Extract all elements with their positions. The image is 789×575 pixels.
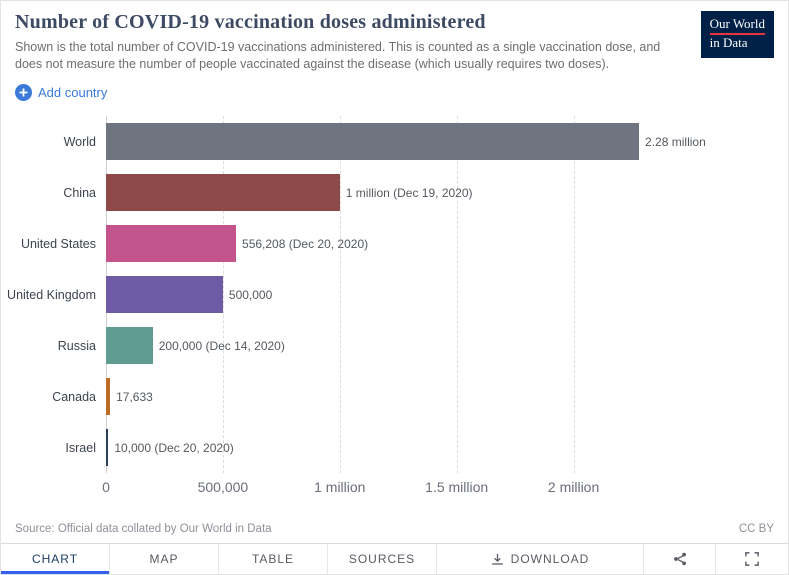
gridline [222,116,224,473]
country-label: United Kingdom [7,287,96,302]
chart-row: Canada 17,633 [1,371,788,422]
bar[interactable] [106,276,223,313]
tab-map[interactable]: MAP [110,544,219,574]
plus-circle-icon [15,84,32,101]
owid-logo: Our World in Data [700,11,774,58]
x-tick-label: 1 million [314,479,366,495]
chart-footer: Source: Official data collated by Our Wo… [1,519,788,543]
chart-row: Israel 10,000 (Dec 20, 2020) [1,422,788,473]
chart-rows: World 2.28 million China 1 million (Dec 19,… [1,116,788,473]
bar[interactable] [106,327,153,364]
bar[interactable] [106,174,340,211]
tab-table[interactable]: TABLE [219,544,328,574]
tab-table-label: TABLE [251,552,295,566]
x-axis: 0 500,000 1 million 1.5 million 2 million [102,473,784,499]
tab-map-label: MAP [149,552,179,566]
value-label: 17,633 [116,389,153,404]
bar-track: 556,208 (Dec 20, 2020) [106,225,788,262]
fullscreen-button[interactable] [716,544,788,574]
value-label: 10,000 (Dec 20, 2020) [114,440,234,455]
bar-track: 17,633 [106,378,788,415]
bar[interactable] [106,429,109,466]
chart-header: Number of COVID-19 vaccination doses adm… [1,1,788,72]
bar-track: 2.28 million [106,123,788,160]
value-label: 500,000 [228,287,273,302]
bar-track: 10,000 (Dec 20, 2020) [106,429,788,466]
chart-row: United Kingdom 500,000 [1,269,788,320]
owid-logo-line2: in Data [709,35,748,51]
country-label: Israel [65,440,96,455]
x-tick-label: 0 [102,479,110,495]
x-tick-label: 500,000 [197,479,249,495]
country-label: Russia [57,338,96,353]
bar-track: 200,000 (Dec 14, 2020) [106,327,788,364]
bar-track: 1 million (Dec 19, 2020) [106,174,788,211]
tab-download-label: DOWNLOAD [510,552,590,566]
chart-row: Russia 200,000 (Dec 14, 2020) [1,320,788,371]
share-icon [673,552,686,566]
fullscreen-icon [745,552,759,566]
x-tick-label: 1.5 million [425,479,489,495]
tab-sources-label: SOURCES [348,552,416,566]
chart-title: Number of COVID-19 vaccination doses adm… [15,11,486,33]
add-country-button[interactable]: Add country [15,84,107,101]
bar-track: 500,000 [106,276,788,313]
chart-row: World 2.28 million [1,116,788,167]
tab-sources[interactable]: SOURCES [328,544,437,574]
country-label: Canada [52,389,96,404]
bar[interactable] [106,378,111,415]
country-label: World [63,134,96,149]
gridline [456,116,458,473]
country-label: China [63,185,96,200]
source-note: Source: Official data collated by Our Wo… [15,523,272,535]
value-label: 200,000 (Dec 14, 2020) [158,338,285,353]
download-icon [491,553,503,565]
value-label: 2.28 million [645,134,706,149]
license-label[interactable]: CC BY [738,523,774,535]
header-text: Number of COVID-19 vaccination doses adm… [15,11,687,72]
gridline [573,116,575,473]
tab-download[interactable]: DOWNLOAD [437,544,644,574]
chart-row: United States 556,208 (Dec 20, 2020) [1,218,788,269]
bar[interactable] [106,123,640,160]
tab-chart-label: CHART [31,552,79,566]
share-button[interactable] [644,544,716,574]
tab-chart[interactable]: CHART [1,544,110,574]
tab-bar: CHART MAP TABLE SOURCES DOWNLOAD [1,543,788,574]
chart-controls: Add country [1,72,788,110]
bar[interactable] [106,225,237,262]
gridline [339,116,341,473]
x-tick-label: 2 million [547,479,600,495]
chart-subtitle: Shown is the total number of COVID-19 va… [15,40,661,71]
country-label: United States [20,236,96,251]
value-label: 556,208 (Dec 20, 2020) [242,236,369,251]
chart-row: China 1 million (Dec 19, 2020) [1,167,788,218]
owid-logo-line1: Our World [709,16,765,36]
value-label: 1 million (Dec 19, 2020) [345,185,473,200]
chart-area: World 2.28 million China 1 million (Dec 19,… [1,116,788,499]
add-country-label: Add country [38,85,108,100]
